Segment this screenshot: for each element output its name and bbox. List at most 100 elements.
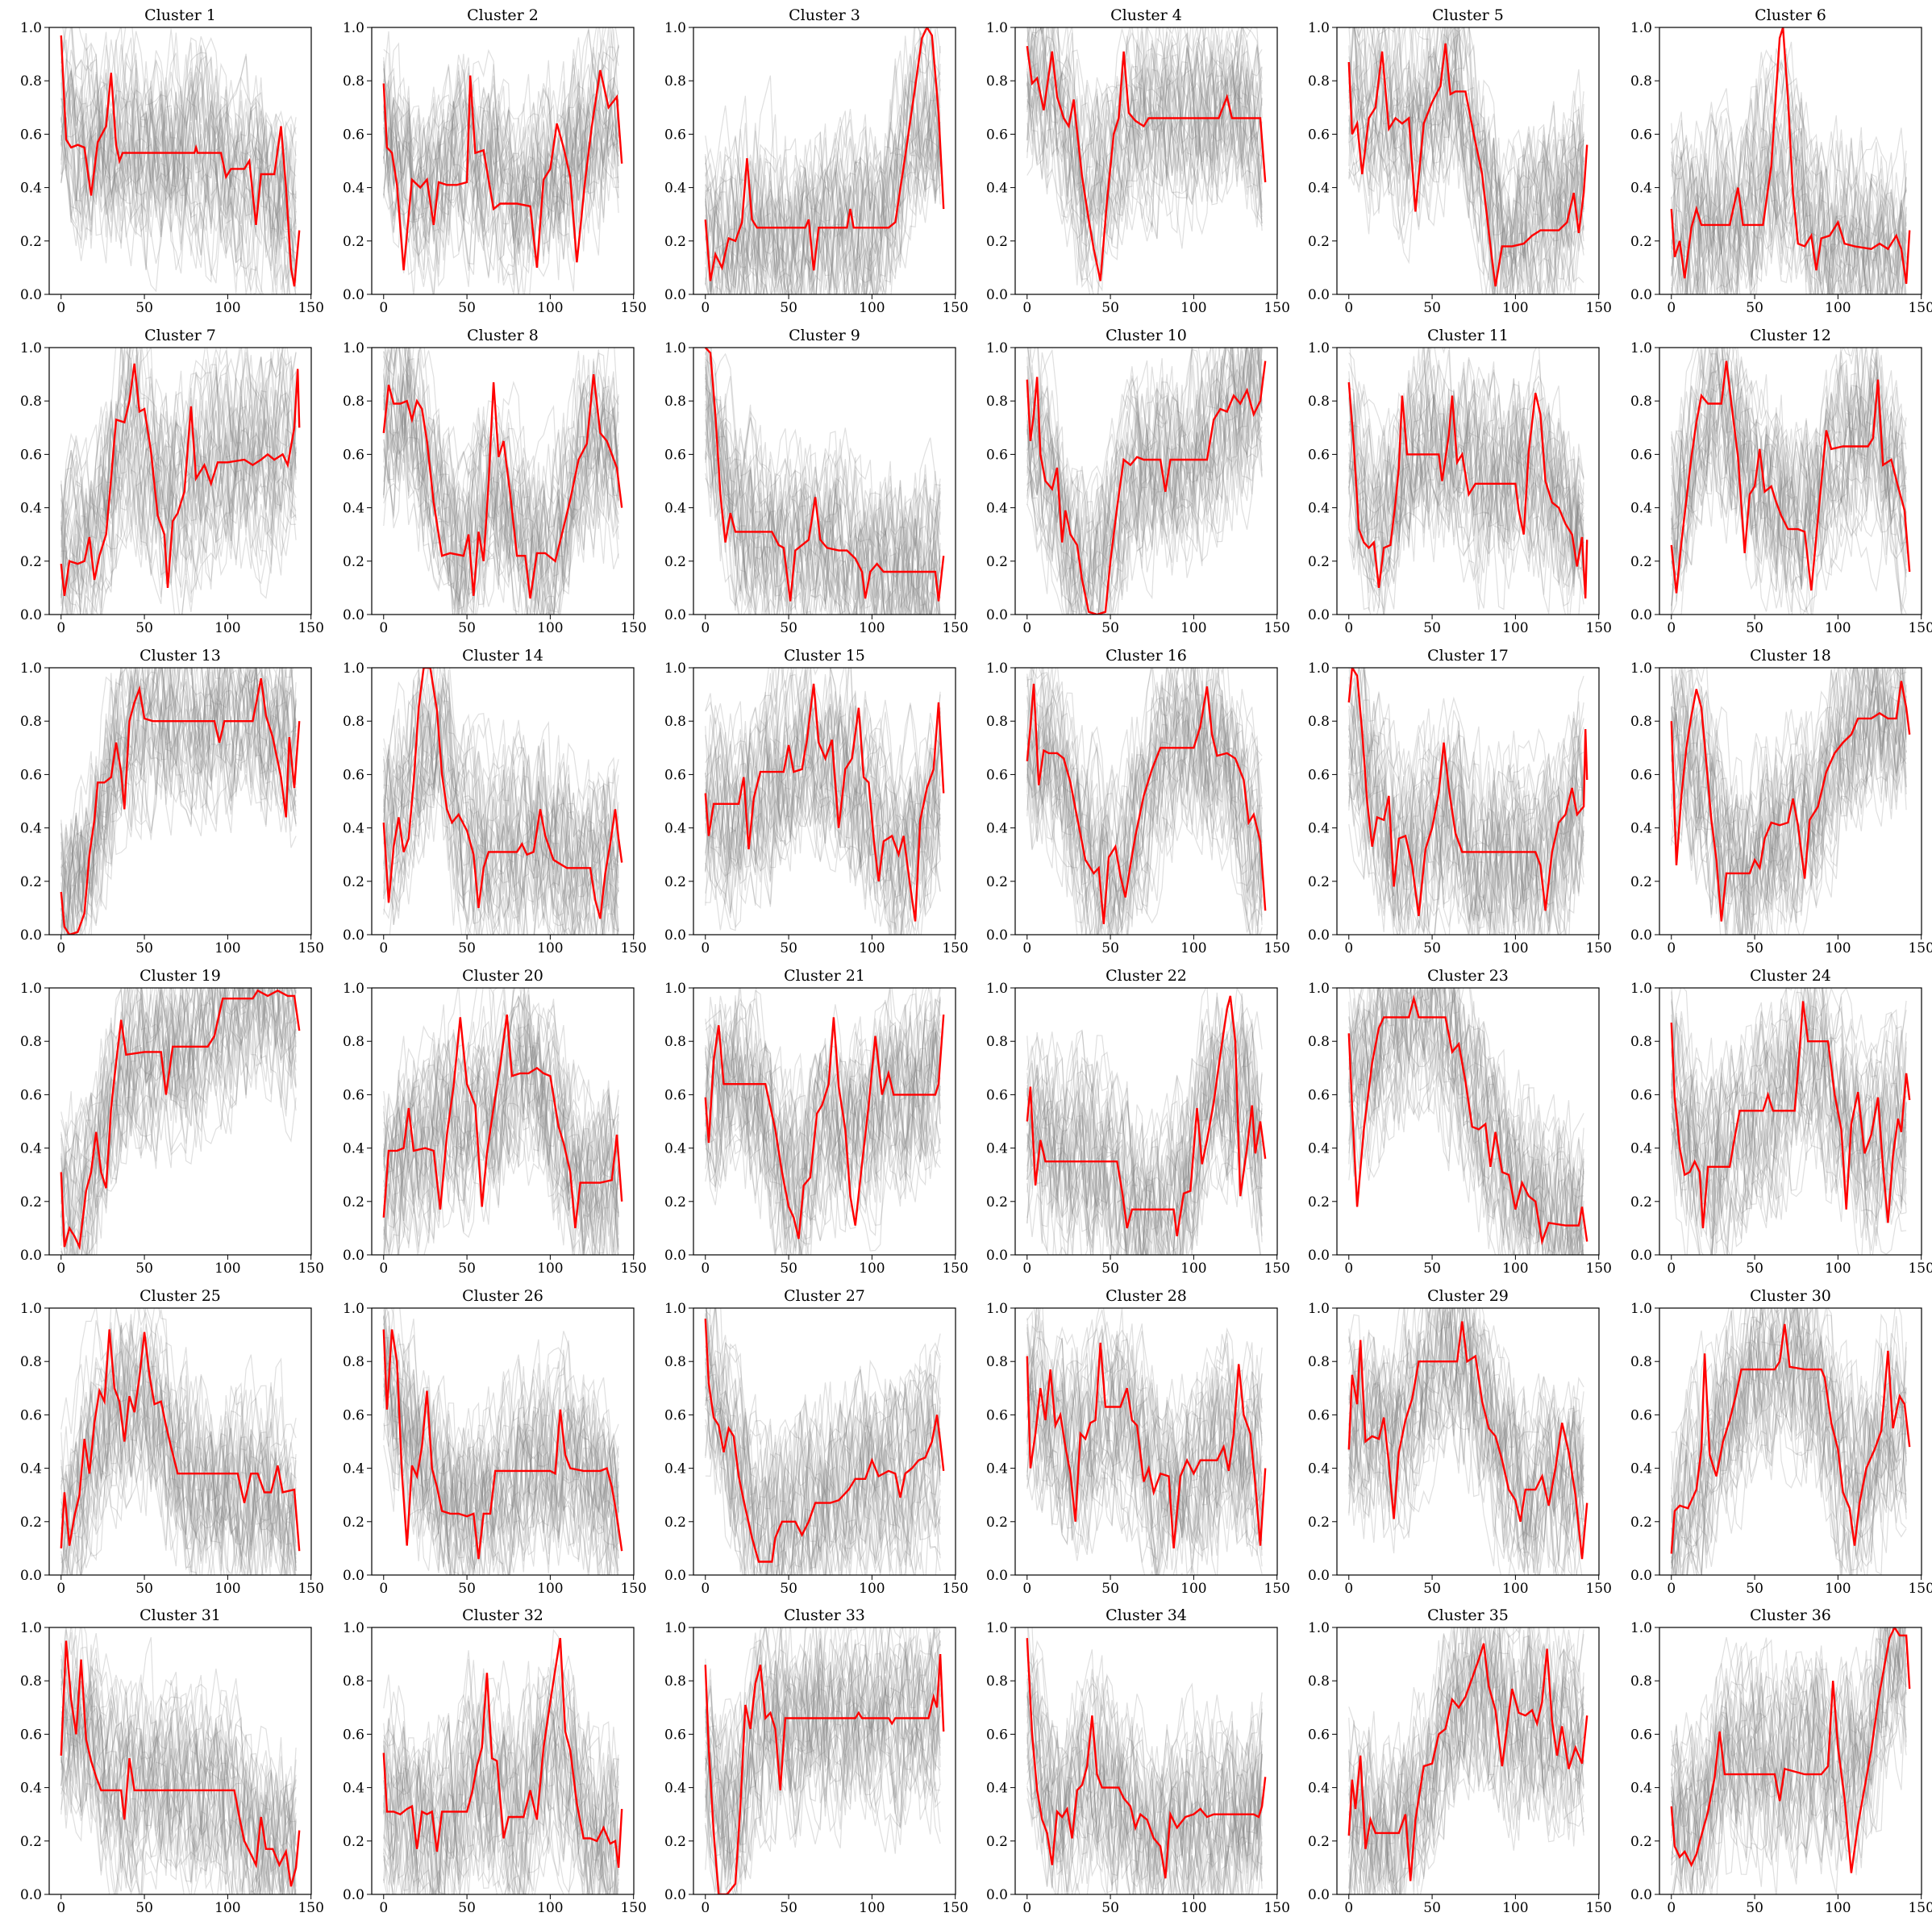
member-series-line (60, 131, 290, 294)
member-series-line (383, 1315, 619, 1561)
member-series-line (1026, 1308, 1263, 1481)
member-series-line (1348, 668, 1584, 906)
member-series-line (1671, 384, 1903, 615)
panel-title: Cluster 28 (1105, 1287, 1187, 1305)
member-series-line (1671, 1645, 1907, 1891)
member-series-line (383, 1731, 589, 1894)
member-series-line (705, 717, 941, 935)
member-series-line (1684, 146, 1907, 294)
member-series-line (1671, 1308, 1907, 1540)
member-series-line (1671, 1627, 1902, 1867)
member-series-line (1026, 1658, 1263, 1890)
member-series-line (60, 52, 297, 280)
member-series-line (60, 988, 297, 1214)
member-series-line (383, 742, 619, 935)
member-series-line (1671, 988, 1907, 1208)
member-series-line (1348, 362, 1584, 544)
member-series-line (705, 1640, 941, 1853)
member-series-line (705, 1656, 941, 1894)
member-series-line (1026, 36, 1263, 215)
x-tick-label: 0 (1022, 1581, 1031, 1597)
member-series-line (705, 1627, 941, 1830)
member-series-line (705, 1038, 941, 1255)
y-tick-label: 0.8 (1308, 1034, 1330, 1050)
member-series-line (1026, 1027, 1263, 1255)
member-series-line (60, 1657, 297, 1894)
member-series-line (60, 74, 297, 272)
member-series-line (705, 1675, 941, 1894)
member-series-line (383, 1311, 619, 1546)
x-tick-label: 50 (458, 1261, 476, 1277)
y-tick-label: 0.4 (986, 1141, 1008, 1157)
member-series-line (1671, 1627, 1901, 1894)
member-series-line (1671, 1308, 1907, 1575)
member-series-line (61, 1351, 295, 1575)
member-series-group (383, 1308, 619, 1575)
member-series-line (60, 71, 297, 225)
member-series-line (705, 988, 941, 1166)
member-series-line (1348, 988, 1582, 1255)
member-series-line (383, 1650, 619, 1881)
member-series-line (705, 377, 941, 615)
member-series-line (705, 1339, 941, 1575)
y-tick-label: 0.6 (1630, 447, 1652, 463)
y-tick-label: 0.2 (1630, 1834, 1652, 1850)
member-series-line (1671, 701, 1907, 935)
member-series-line (715, 129, 941, 294)
member-series-line (1348, 668, 1584, 935)
member-series-line (705, 77, 941, 294)
x-tick-label: 50 (1101, 1261, 1119, 1277)
member-series-line (383, 65, 619, 251)
member-series-line (60, 383, 297, 583)
member-series-line (1348, 1654, 1584, 1894)
member-series-line (705, 1407, 941, 1575)
member-series-line (383, 668, 619, 873)
member-series-line (1671, 668, 1907, 925)
member-series-line (1671, 1650, 1907, 1855)
member-series-line (1671, 360, 1907, 615)
centroid-line (60, 989, 301, 1251)
x-tick-label: 100 (1502, 1581, 1528, 1597)
member-series-line (383, 46, 619, 244)
member-series-line (383, 710, 618, 935)
member-series-line (60, 1376, 296, 1575)
member-series-line (1671, 1013, 1907, 1230)
y-tick-label: 0.8 (1630, 714, 1652, 730)
member-series-line (1026, 27, 1263, 290)
centroid-line (60, 1640, 301, 1887)
member-series-line (60, 988, 285, 1246)
member-series-line (383, 1031, 619, 1255)
axes-frame (48, 27, 312, 295)
member-series-line (1671, 1642, 1907, 1868)
member-series-line (1026, 1047, 1263, 1255)
member-series-line (383, 369, 619, 615)
y-tick-label: 0.6 (1630, 1087, 1652, 1103)
member-series-line (60, 348, 297, 598)
member-series-line (1348, 101, 1584, 294)
x-tick-label: 100 (214, 300, 240, 316)
y-tick-label: 1.0 (1308, 660, 1330, 677)
centroid-line (704, 1015, 945, 1240)
centroid-line (1347, 994, 1588, 1246)
member-series-line (61, 1386, 277, 1575)
member-series-line (1348, 27, 1584, 294)
x-tick-label: 100 (214, 620, 240, 636)
member-series-line (60, 422, 297, 615)
member-series-line (1671, 348, 1907, 550)
member-series-line (1672, 668, 1907, 891)
x-tick-label: 50 (1746, 1581, 1763, 1597)
member-series-line (1671, 693, 1907, 935)
y-tick-label: 1.0 (1630, 1301, 1652, 1317)
member-series-line (60, 1718, 296, 1894)
x-tick-label: 150 (298, 1261, 323, 1277)
member-series-line (705, 719, 941, 935)
member-series-line (1348, 988, 1584, 1240)
member-series-line (1026, 1023, 1263, 1255)
member-series-line (384, 1308, 619, 1544)
member-series-line (1348, 1627, 1580, 1884)
member-series-line (1026, 360, 1263, 615)
member-series-line (1671, 1019, 1907, 1215)
member-series-line (705, 122, 941, 294)
member-series-line (383, 1340, 618, 1575)
